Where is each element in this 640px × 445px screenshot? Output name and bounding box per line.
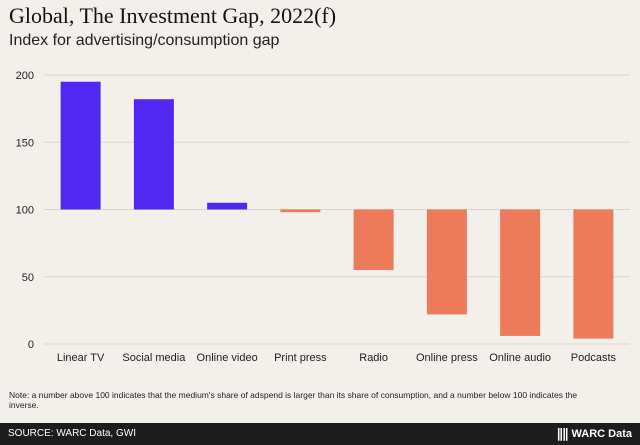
bar <box>573 209 614 339</box>
x-tick-label: Podcasts <box>571 352 617 364</box>
y-tick-label: 50 <box>22 272 34 284</box>
x-tick-label: Radio <box>359 352 388 364</box>
chart-note: Note: a number above 100 indicates that … <box>9 390 578 410</box>
x-tick-label: Linear TV <box>57 352 105 364</box>
bar <box>133 99 174 210</box>
bar <box>207 202 248 210</box>
chart-subtitle: Index for advertising/consumption gap <box>9 32 280 49</box>
bar <box>426 209 467 315</box>
x-tick-label: Social media <box>122 352 186 364</box>
y-tick-label: 0 <box>28 339 34 351</box>
x-tick-label: Online audio <box>489 352 551 364</box>
brand-label: WARC Data <box>571 428 632 440</box>
warc-logo-icon: ∥∥ <box>556 426 568 441</box>
source-text: SOURCE: WARC Data, GWI <box>8 428 136 439</box>
x-tick-label: Online video <box>197 352 258 364</box>
y-tick-label: 100 <box>16 205 34 217</box>
footer-bar: SOURCE: WARC Data, GWI ∥∥ WARC Data <box>0 423 640 445</box>
bar <box>280 209 321 213</box>
y-tick-label: 150 <box>16 137 34 149</box>
x-tick-label: Print press <box>274 352 327 364</box>
bar <box>60 81 101 210</box>
bar-chart: 0 50 100 150 200 Linear TV Social media Online … <box>16 70 630 364</box>
y-tick-label: 200 <box>16 70 34 82</box>
chart-title: Global, The Investment Gap, 2022(f) <box>9 3 337 28</box>
bar <box>500 209 541 336</box>
x-tick-label: Online press <box>416 352 478 364</box>
bar <box>353 209 394 271</box>
brand: ∥∥ WARC Data <box>556 426 632 442</box>
